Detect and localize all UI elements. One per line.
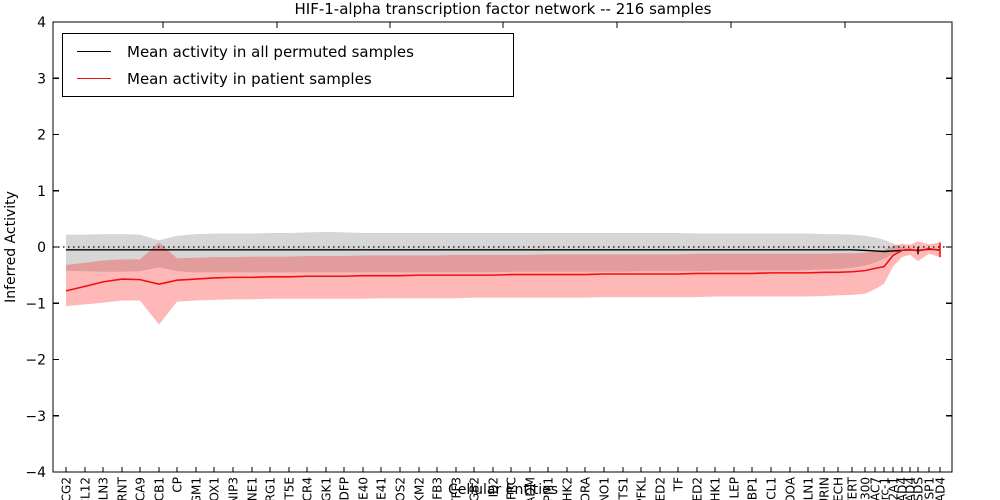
x-tick-label: CXCR4 [301, 477, 315, 500]
x-tick-label: CP [171, 477, 185, 493]
y-tick-label: 2 [37, 128, 46, 144]
x-tick-label: ABCG2 [60, 477, 74, 500]
x-tick-label: EGLN3 [97, 477, 111, 500]
x-tick-label: ID2 [487, 477, 501, 497]
x-tick-label: BHLHE40 [357, 477, 371, 500]
x-tick-label: HIF1A/ARNT/Cbp/p300/Src-1 [878, 477, 892, 500]
x-tick-label: HIF1A/ARNT/Cbp/p300/SMAD4 [896, 477, 910, 500]
y-axis-label: Inferred Activity [3, 191, 19, 303]
x-tick-label: MCL1 [765, 477, 779, 500]
x-tick-label: HMOX1 [208, 477, 222, 500]
y-tick-label: −1 [25, 296, 46, 312]
x-tick-label: CITED2 [654, 477, 668, 500]
x-tick-label: CA9 [134, 477, 148, 500]
y-tick-label: 0 [37, 240, 46, 256]
x-tick-label: SLC2A1 [887, 477, 901, 500]
x-tick-label: LEP [728, 477, 742, 499]
x-tick-label: Cbp/p300/CITED2 [691, 477, 705, 500]
x-tick-label: IGFBP1 [746, 477, 760, 500]
x-tick-label: ETS1 [617, 477, 631, 500]
x-tick-label: NDRG1 [264, 477, 278, 500]
x-axis-label: Cellular Entities [447, 482, 559, 498]
x-tick-label: PFKL [635, 477, 649, 500]
x-tick-label: BHLHE41 [375, 477, 389, 500]
legend-label-permuted: Mean activity in all permuted samples [127, 42, 414, 61]
x-tick-label: BNIP3 [227, 477, 241, 500]
x-tick-label: SDS [912, 477, 926, 500]
y-tick-label: −3 [25, 409, 46, 425]
x-tick-label: NT5E [283, 477, 297, 500]
x-tick-label: HIF1A/ARNT/Cbp/p300 [859, 477, 873, 500]
x-tick-label: PGM1 [190, 477, 204, 500]
x-tick-label: PGK1 [320, 477, 334, 500]
x-tick-label: ABCB1 [153, 477, 167, 500]
x-tick-label: HIF1A/ARNT [116, 476, 130, 500]
x-tick-label: ADFP [338, 477, 352, 500]
y-tick-label: −4 [25, 465, 46, 481]
x-tick-label: CXCL12 [79, 477, 93, 500]
x-tick-label: TF [672, 477, 686, 492]
x-tick-label: PFKFB3 [431, 477, 445, 500]
x-tick-label: PKM2 [413, 477, 427, 500]
x-tick-label: RORA [579, 476, 593, 500]
legend-row: Mean activity in patient samples [63, 67, 513, 91]
x-tick-label: ENO1 [598, 477, 612, 500]
x-tick-label: ALDOA [784, 476, 798, 500]
y-tick-label: 1 [37, 184, 46, 200]
x-tick-label: HIF1A/ARNT/Cbp/p300/SMAD4/SP1 [923, 477, 937, 500]
x-tick-label: NOS2 [394, 477, 408, 500]
x-tick-label: TERT [846, 476, 860, 500]
x-tick-label: SERPINE1 [246, 477, 260, 500]
patient-line-sample-icon [77, 78, 111, 79]
patient-mean-line [65, 247, 941, 292]
x-tick-label: HIF1A/ARNT/SMAD3/SMAD4 [934, 477, 948, 500]
x-tick-label: HIF1A/ARNT/Cbp/p300/HDAC7 [869, 477, 883, 500]
legend: Mean activity in all permuted samples Me… [62, 33, 514, 97]
x-tick-label: NPM1 [542, 477, 556, 500]
x-tick-label: ITGB2 [468, 477, 482, 500]
y-tick-label: 3 [37, 71, 46, 87]
permuted-confidence-band [66, 231, 940, 273]
legend-label-patient: Mean activity in patient samples [127, 69, 372, 88]
x-tick-label: FURIN [818, 477, 832, 500]
x-tick-label: EGLN1 [802, 477, 816, 500]
x-tick-label: FECH [832, 477, 846, 500]
y-tick-label: −2 [25, 353, 46, 369]
x-tick-label: ADM [524, 477, 538, 500]
x-tick-label: TFRC [505, 477, 519, 500]
y-tick-label: 4 [37, 15, 46, 31]
patient-confidence-band [66, 241, 940, 325]
permuted-line-sample-icon [77, 51, 111, 52]
legend-row: Mean activity in all permuted samples [63, 40, 513, 64]
x-tick-label: TFF3 [450, 477, 464, 500]
chart-title: HIF-1-alpha transcription factor network… [294, 0, 712, 18]
permuted-mean-line [66, 248, 941, 253]
x-tick-label: HK1 [709, 477, 723, 500]
x-tick-label: Cbp/p300/SMAD3/SMAD4 [904, 477, 918, 500]
x-tick-label: HK2 [561, 477, 575, 500]
